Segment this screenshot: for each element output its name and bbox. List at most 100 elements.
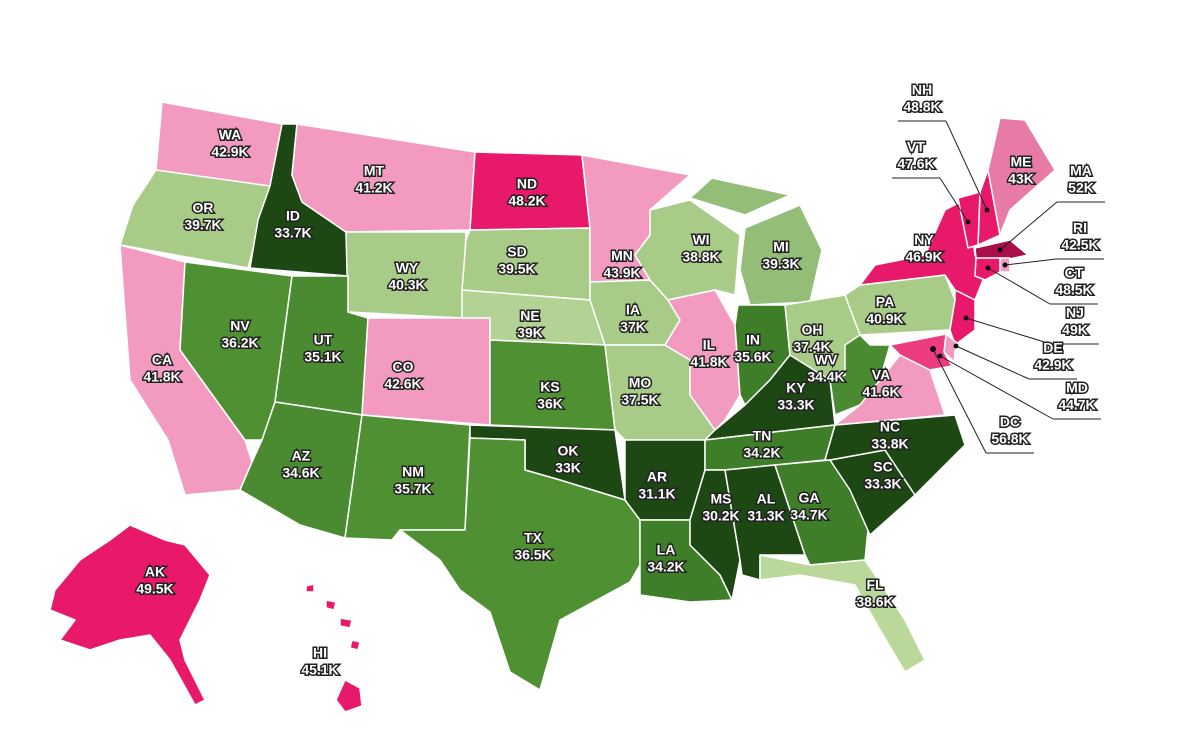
state-code: AR bbox=[647, 469, 667, 485]
state-value: 40.9K bbox=[866, 311, 903, 327]
callout-leader bbox=[987, 267, 1051, 305]
state bbox=[759, 554, 926, 673]
state-value: 41.6K bbox=[862, 384, 899, 400]
state-code: OH bbox=[802, 322, 823, 338]
state-value: 42.9K bbox=[1034, 357, 1071, 373]
state-value: 39.5K bbox=[498, 261, 535, 277]
state-code: PA bbox=[876, 294, 894, 310]
state-value: 42.6K bbox=[384, 376, 421, 392]
state-code: MD bbox=[1066, 380, 1088, 396]
state-code: NY bbox=[914, 232, 934, 248]
state-value: 38.6K bbox=[856, 594, 893, 610]
state-value: 43.9K bbox=[603, 265, 640, 281]
callout-leader bbox=[945, 120, 988, 211]
state-value: 56.8K bbox=[991, 431, 1028, 447]
state-code: WY bbox=[396, 260, 419, 276]
state-value: 42.5K bbox=[1061, 237, 1098, 253]
state bbox=[889, 333, 953, 371]
state-code: DC bbox=[1000, 414, 1020, 430]
state-value: 33.3K bbox=[777, 397, 814, 413]
state-value: 37.5K bbox=[621, 392, 658, 408]
state-code: ID bbox=[286, 208, 300, 224]
callout-leader bbox=[932, 348, 987, 454]
state-value: 33.7K bbox=[274, 225, 311, 241]
state-code: DE bbox=[1043, 340, 1062, 356]
state-value: 36.5K bbox=[514, 547, 551, 563]
state-code: SC bbox=[873, 459, 892, 475]
state-code: MT bbox=[364, 163, 385, 179]
state-value: 31.3K bbox=[747, 508, 784, 524]
state-value: 42.9K bbox=[211, 144, 248, 160]
state-value: 37K bbox=[620, 319, 646, 335]
state-code: CT bbox=[1065, 265, 1084, 281]
state-value: 35.6K bbox=[734, 349, 771, 365]
state bbox=[824, 414, 966, 496]
state-value: 41.8K bbox=[143, 369, 180, 385]
state-code: IL bbox=[703, 337, 716, 353]
state-code: OK bbox=[558, 443, 579, 459]
callout-leader bbox=[999, 201, 1058, 251]
state-value: 40.3K bbox=[388, 277, 425, 293]
state-value: 37.4K bbox=[793, 339, 830, 355]
state-value: 38.8K bbox=[682, 249, 719, 265]
state-code: LA bbox=[657, 542, 676, 558]
state-code: IA bbox=[626, 302, 640, 318]
state-value: 41.8K bbox=[690, 354, 727, 370]
state bbox=[361, 317, 491, 426]
state-code: KY bbox=[786, 380, 806, 396]
callout-dot bbox=[984, 207, 990, 213]
state-code: WV bbox=[815, 352, 838, 368]
state-value: 33K bbox=[555, 460, 581, 476]
state-value: 36K bbox=[537, 396, 563, 412]
state bbox=[987, 117, 1056, 236]
callout-dot bbox=[997, 247, 1003, 253]
state-code: VA bbox=[872, 367, 890, 383]
state-value: 35.1K bbox=[304, 349, 341, 365]
state-code: CA bbox=[152, 352, 172, 368]
state-value: 47.6K bbox=[897, 156, 934, 172]
state-code: HI bbox=[313, 645, 327, 661]
state-value: 48.8K bbox=[903, 99, 940, 115]
state-code: MI bbox=[773, 239, 789, 255]
district-marker bbox=[930, 346, 936, 352]
state-code: NC bbox=[880, 419, 900, 435]
state-value: 39.7K bbox=[184, 217, 221, 233]
state-code: OR bbox=[193, 200, 214, 216]
callout-dot bbox=[937, 353, 943, 359]
state-value: 46.9K bbox=[905, 249, 942, 265]
state bbox=[49, 524, 211, 706]
state-code: MN bbox=[611, 248, 633, 264]
callout-leader bbox=[965, 317, 1052, 345]
callout-dot bbox=[985, 265, 991, 271]
state-value: 39.3K bbox=[762, 256, 799, 272]
state-value: 48.2K bbox=[508, 193, 545, 209]
states bbox=[49, 101, 1056, 713]
state bbox=[119, 169, 271, 269]
state-value: 34.2K bbox=[647, 559, 684, 575]
state-code: AL bbox=[757, 491, 776, 507]
state-code: GA bbox=[799, 490, 820, 506]
state-value: 35.7K bbox=[394, 481, 431, 497]
state-code: ME bbox=[1011, 154, 1032, 170]
state-value: 52K bbox=[1068, 180, 1094, 196]
state-code: NH bbox=[912, 82, 932, 98]
state-code: VT bbox=[907, 139, 925, 155]
state-code: WA bbox=[219, 127, 242, 143]
state-value: 45.1K bbox=[301, 662, 338, 678]
state-value: 43K bbox=[1008, 171, 1034, 187]
state-code: TX bbox=[524, 530, 543, 546]
state-value: 44.7K bbox=[1058, 397, 1095, 413]
state-code: NM bbox=[402, 464, 424, 480]
state-code: ND bbox=[517, 176, 537, 192]
state-code: RI bbox=[1073, 220, 1087, 236]
state-code: MO bbox=[629, 375, 652, 391]
callout-dot bbox=[965, 219, 971, 225]
state-code: NV bbox=[230, 318, 250, 334]
state-value: 33.8K bbox=[871, 436, 908, 452]
state-value: 34.6K bbox=[282, 465, 319, 481]
state-code: SD bbox=[507, 244, 526, 260]
state-value: 30.2K bbox=[702, 508, 739, 524]
state-value: 49.5K bbox=[136, 581, 173, 597]
state-code: MS bbox=[711, 491, 732, 507]
